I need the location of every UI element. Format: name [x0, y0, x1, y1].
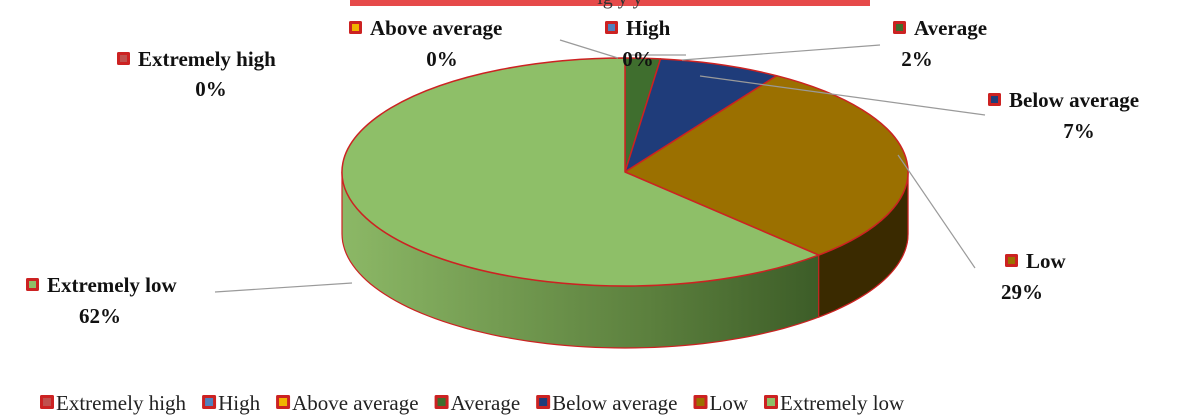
- leader-line-extremely-low: [214, 282, 353, 293]
- legend-swatch: [43, 398, 51, 406]
- legend-label: High: [218, 391, 261, 415]
- legend-label: Extremely low: [780, 391, 905, 415]
- legend-item-below-average: Below average: [536, 391, 678, 415]
- label-name-extremely-high: Extremely high: [138, 47, 276, 71]
- legend-item-above-average: Above average: [276, 391, 419, 415]
- label-marker-swatch-below-average: [991, 96, 998, 103]
- legend-swatch: [205, 398, 214, 406]
- label-name-high: High: [626, 16, 671, 40]
- leader-line-below-average: [699, 75, 986, 116]
- legend-swatch: [539, 398, 548, 406]
- label-marker-swatch-extremely-low: [29, 281, 36, 288]
- legend: Extremely high High Above average Average Be…: [40, 391, 905, 415]
- label-marker-swatch-average: [896, 24, 903, 31]
- legend-item-extremely-low: Extremely low: [764, 391, 905, 415]
- leader-lines: [214, 39, 986, 293]
- label-marker-swatch-above-average: [352, 24, 359, 31]
- legend-label: Above average: [292, 391, 419, 415]
- label-value-low: 29%: [1001, 280, 1043, 304]
- label-name-low: Low: [1026, 249, 1067, 273]
- label-name-below-average: Below average: [1009, 88, 1139, 112]
- legend-label: Extremely high: [56, 391, 187, 415]
- label-value-below-average: 7%: [1063, 119, 1095, 143]
- legend-swatch: [279, 398, 288, 406]
- legend-label: Average: [451, 391, 521, 415]
- pie-slice-below-average: [624, 58, 778, 173]
- label-marker-swatch-high: [608, 24, 615, 31]
- leader-line-low: [897, 154, 976, 269]
- label-name-extremely-low: Extremely low: [47, 273, 177, 297]
- label-value-above-average: 0%: [426, 47, 458, 71]
- header-strip: [350, 0, 870, 6]
- label-value-average: 2%: [901, 47, 933, 71]
- pie-slice-extremely-low: [341, 57, 820, 287]
- pie-slices: [341, 57, 909, 349]
- label-value-high: 0%: [622, 47, 654, 71]
- legend-swatch: [696, 398, 705, 406]
- legend-label: Below average: [552, 391, 677, 415]
- pie-slice-low: [624, 74, 909, 256]
- label-name-above-average: Above average: [370, 16, 502, 40]
- legend-label: Low: [710, 391, 749, 415]
- header-fragment: ig y y: [597, 0, 643, 9]
- legend-item-low: Low: [693, 391, 749, 415]
- leader-line-above-average: [559, 39, 619, 59]
- label-marker-swatch-low: [1008, 257, 1015, 264]
- label-name-average: Average: [914, 16, 987, 40]
- leader-line-average: [681, 44, 881, 61]
- label-marker-swatch-extremely-high: [120, 55, 127, 62]
- legend-swatch: [437, 398, 446, 406]
- legend-item-average: Average: [434, 391, 521, 415]
- legend-swatch: [767, 398, 775, 406]
- legend-item-extremely-high: Extremely high: [40, 391, 187, 415]
- legend-item-high: High: [202, 391, 261, 415]
- slice-labels: Extremely high 0% High 0% Above average 0% Ave…: [26, 16, 1139, 328]
- label-value-extremely-high: 0%: [195, 77, 227, 101]
- label-value-extremely-low: 62%: [79, 304, 121, 328]
